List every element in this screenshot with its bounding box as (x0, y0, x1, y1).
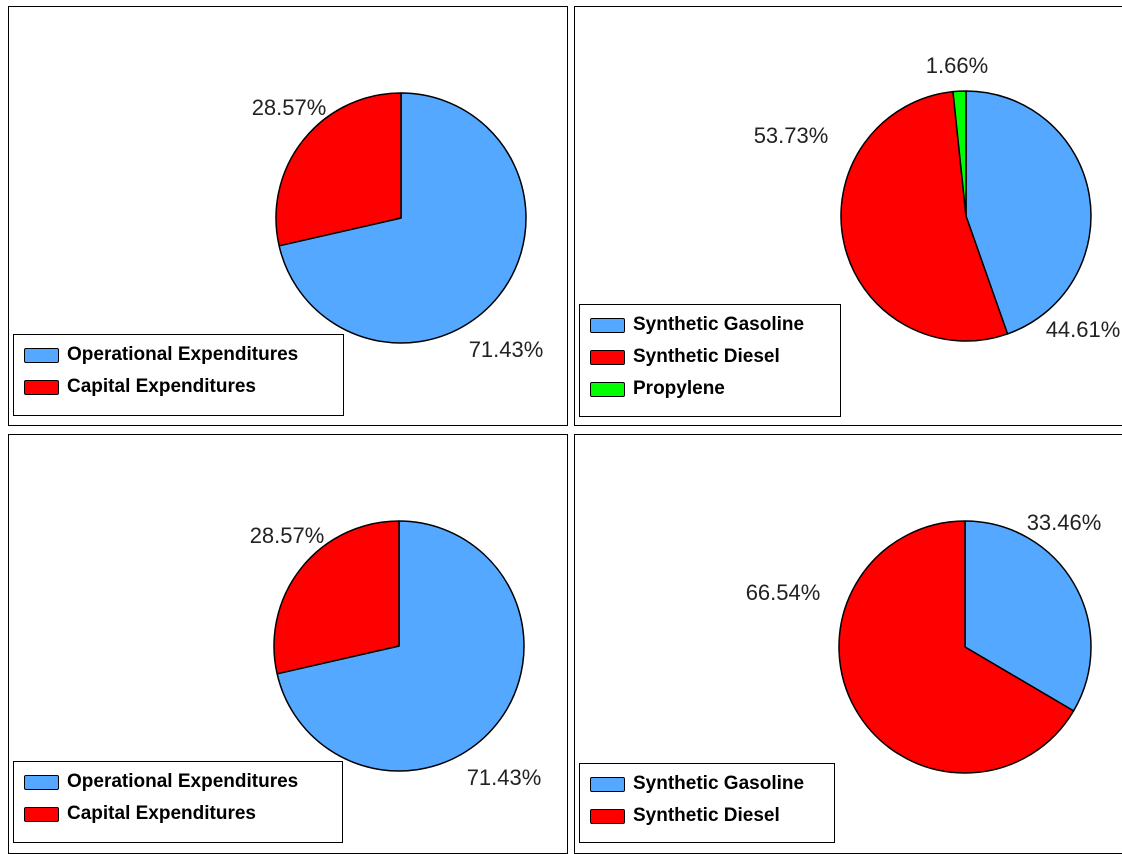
legend-item: Capital Expenditures (24, 798, 332, 830)
pie-slice-synthetic-gasoline (965, 90, 1092, 335)
pie-chart-1: 71.43% 28.57% (252, 92, 544, 362)
pie-slice-synthetic-diesel (840, 90, 1009, 342)
chart-legend: Operational Expenditures Capital Expendi… (13, 761, 343, 843)
legend-swatch (590, 808, 625, 824)
value-label-2: 1.66% (926, 53, 988, 78)
pie-chart-2: 44.61% 53.73% 1.66% (754, 53, 1121, 342)
legend-label: Synthetic Diesel (633, 346, 780, 367)
chart-panel-1: 71.43% 28.57% Operational Expenditures C… (8, 6, 568, 426)
legend-swatch (590, 776, 625, 792)
legend-item: Operational Expenditures (24, 766, 332, 798)
legend-item: Propylene (590, 373, 830, 405)
chart-panel-3: 71.43% 28.57% Operational Expenditures C… (8, 434, 568, 854)
pie-chart-3: 71.43% 28.57% (250, 520, 542, 790)
pie-chart-4: 33.46% 66.54% (746, 510, 1102, 774)
legend-swatch (24, 379, 59, 395)
value-label-1: 66.54% (746, 580, 821, 605)
legend-label: Synthetic Gasoline (633, 773, 805, 794)
chart-panel-2: 44.61% 53.73% 1.66% Synthetic Gasoline S… (574, 6, 1122, 426)
legend-label: Propylene (633, 378, 725, 399)
legend-item: Synthetic Gasoline (590, 768, 824, 800)
legend-swatch (24, 806, 59, 822)
chart-panel-4: 33.46% 66.54% Synthetic Gasoline Synthet… (574, 434, 1122, 854)
pie-slice-operational-expenditures (276, 520, 525, 772)
legend-item: Synthetic Diesel (590, 341, 830, 373)
pie-slices (273, 520, 525, 772)
value-label-1: 28.57% (252, 95, 327, 120)
pie-slice-propylene (952, 90, 967, 217)
legend-item: Operational Expenditures (24, 339, 333, 371)
chart-legend: Synthetic Gasoline Synthetic Diesel Prop… (579, 304, 841, 417)
legend-swatch (590, 317, 625, 333)
legend-swatch (590, 381, 625, 397)
legend-item: Synthetic Diesel (590, 800, 824, 832)
legend-label: Operational Expenditures (67, 771, 299, 792)
legend-label: Synthetic Diesel (633, 805, 780, 826)
value-label-1: 28.57% (250, 523, 325, 548)
pie-slice-synthetic-gasoline (964, 520, 1092, 712)
pie-slices (838, 520, 1092, 774)
value-label-0: 44.61% (1046, 317, 1121, 342)
legend-label: Capital Expenditures (67, 376, 256, 397)
pie-slices (840, 90, 1092, 342)
legend-swatch (590, 349, 625, 365)
chart-legend: Operational Expenditures Capital Expendi… (13, 334, 344, 416)
value-label-0: 33.46% (1027, 510, 1102, 535)
legend-swatch (24, 774, 59, 790)
pie-slice-synthetic-diesel (838, 520, 1075, 774)
value-label-1: 53.73% (754, 123, 829, 148)
value-label-0: 71.43% (467, 765, 542, 790)
legend-item: Capital Expenditures (24, 371, 333, 403)
value-label-0: 71.43% (469, 337, 544, 362)
pie-slice-capital-expenditures (275, 92, 402, 247)
pie-slice-operational-expenditures (278, 92, 527, 344)
pie-slices (275, 92, 527, 344)
legend-item: Synthetic Gasoline (590, 309, 830, 341)
legend-label: Synthetic Gasoline (633, 314, 805, 335)
legend-swatch (24, 347, 59, 363)
chart-legend: Synthetic Gasoline Synthetic Diesel (579, 763, 835, 843)
legend-label: Capital Expenditures (67, 803, 256, 824)
pie-slice-capital-expenditures (273, 520, 400, 675)
legend-label: Operational Expenditures (67, 344, 299, 365)
